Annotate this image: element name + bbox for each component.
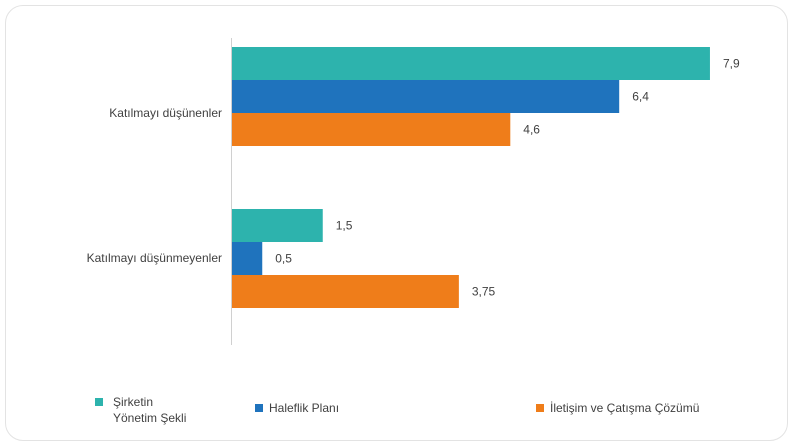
legend-label: İletişim ve Çatışma Çözümü: [550, 401, 700, 415]
category-label: Katılmayı düşünmeyenler: [87, 251, 222, 265]
legend-item-haleflik-plani: Haleflik Planı: [255, 400, 339, 416]
data-label: 4,6: [523, 123, 540, 137]
legend-label: Haleflik Planı: [269, 401, 340, 415]
legend-swatch: [536, 404, 544, 412]
bar: [232, 80, 620, 113]
data-label: 6,4: [632, 90, 649, 104]
bar: [232, 242, 263, 275]
data-label: 1,5: [336, 219, 353, 233]
data-label: 0,5: [275, 252, 292, 266]
category-label: Katılmayı düşünenler: [109, 106, 222, 120]
legend-item-sirketin-yonetim-sekli: Şirketin Yönetim Şekli: [95, 394, 186, 426]
bar: [232, 209, 323, 242]
bar: [232, 113, 511, 146]
data-label: 7,9: [723, 57, 740, 71]
data-label: 3,75: [472, 285, 496, 299]
legend-item-iletisim-ve-catisma-cozumu: İletişim ve Çatışma Çözümü: [536, 400, 699, 416]
bar: [232, 47, 710, 80]
legend-swatch: [255, 404, 263, 412]
legend-swatch: [95, 398, 103, 406]
legend-label: Şirketin Yönetim Şekli: [113, 395, 187, 425]
bar: [232, 275, 459, 308]
